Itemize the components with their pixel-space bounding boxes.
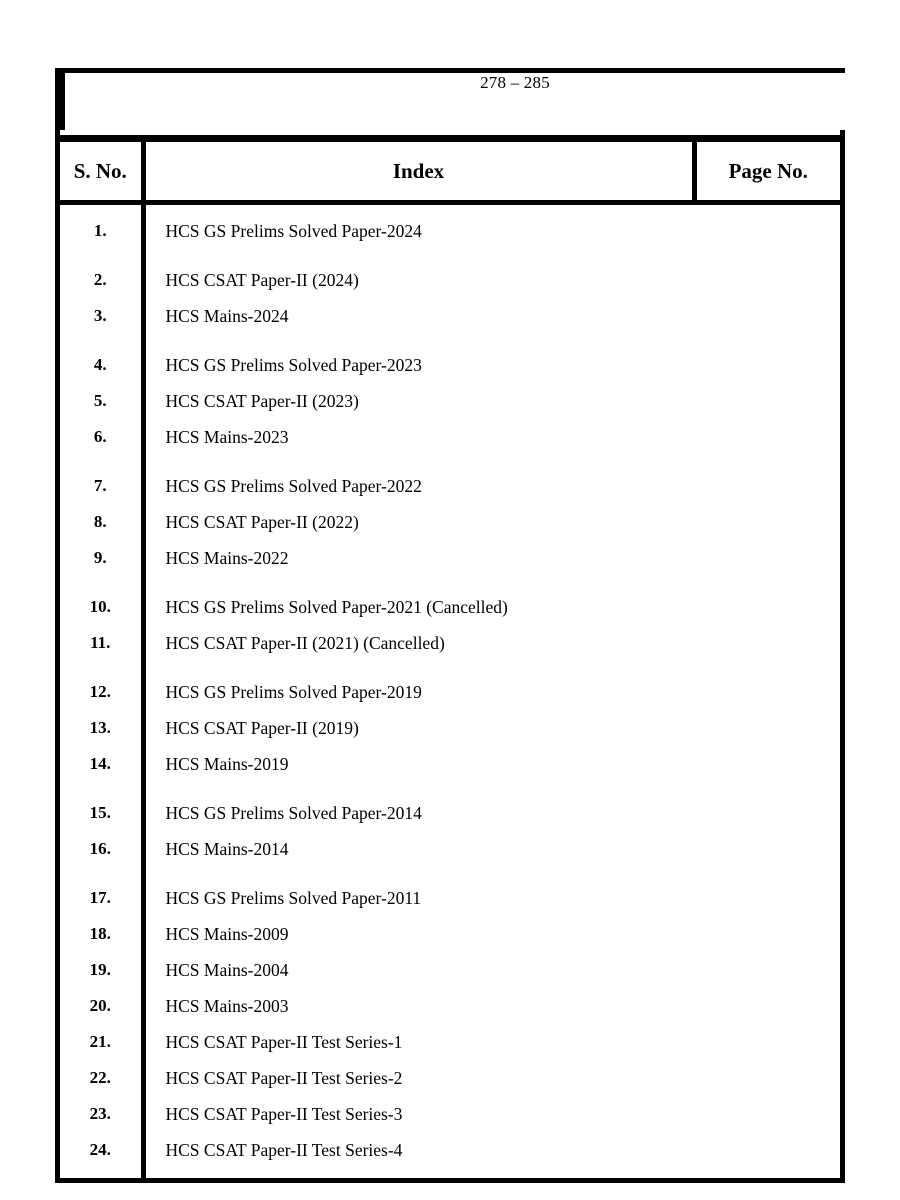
table-row[interactable]: 8.HCS CSAT Paper-II (2022)132 – 142	[60, 73, 900, 540]
cell-serial-number: 23.	[60, 1096, 146, 1132]
table-row[interactable]: 20.HCS Mains-2003251 – 253	[60, 73, 900, 1024]
cell-index-entry[interactable]: HCS Mains-2009	[143, 916, 694, 952]
table-row[interactable]: 9.HCS Mains-2022143 – 160	[60, 73, 900, 589]
table-row[interactable]: 4.HCS GS Prelims Solved Paper-202353 – 8…	[60, 73, 900, 383]
column-header-index: Index	[143, 142, 694, 205]
column-header-page-number: Page No.	[691, 142, 840, 205]
cell-serial-number: 7.	[60, 468, 146, 504]
cell-serial-number: 4.	[60, 347, 146, 383]
table-row[interactable]: 18.HCS Mains-2009243 – 246	[60, 73, 900, 952]
cell-serial-number: 11.	[60, 625, 146, 674]
cell-index-entry[interactable]: HCS Mains-2023	[143, 419, 694, 468]
cell-serial-number: 12.	[60, 674, 146, 710]
table-row[interactable]: 16.HCS Mains-2014229 – 232	[60, 73, 900, 880]
table-row[interactable]: 24. HCS CSAT Paper-II Test Series-4 278 – …	[60, 73, 900, 1178]
cell-serial-number: 14.	[60, 746, 146, 795]
table-row[interactable]: 22.HCS CSAT Paper-II Test Series-2262 – …	[60, 73, 900, 1096]
cell-index-entry[interactable]: HCS CSAT Paper-II (2021) (Cancelled)	[143, 625, 694, 674]
cell-serial-number: 19.	[60, 952, 146, 988]
cell-index-entry[interactable]: HCS CSAT Paper-II Test Series-2	[143, 1060, 694, 1096]
contents-table: S. No. Index Page No. 1. HCS GS Prelims S…	[60, 73, 900, 1178]
cell-index-entry[interactable]: HCS Mains-2003	[143, 988, 694, 1024]
cell-page-range: 278 – 285	[60, 73, 900, 119]
cell-serial-number: 10.	[60, 589, 146, 625]
cell-serial-number: 6.	[60, 419, 146, 468]
table-row[interactable]: 21.HCS CSAT Paper-II Test Series-1254 – …	[60, 73, 900, 1060]
cell-serial-number: 5.	[60, 383, 146, 419]
table-header-row: S. No. Index Page No.	[60, 142, 840, 205]
cell-serial-number: 8.	[60, 504, 146, 540]
cell-index-entry[interactable]: HCS CSAT Paper-II (2023)	[143, 383, 694, 419]
table-of-contents: Content S. No. Index Page No. 1.HCS GS P…	[55, 68, 900, 1183]
cell-index-entry[interactable]: HCS GS Prelims Solved Paper-2019	[143, 674, 694, 710]
cell-serial-number: 1.	[60, 202, 146, 262]
cell-serial-number: 2.	[60, 262, 146, 298]
table-row[interactable]: 15.HCS GS Prelims Solved Paper-2014217 –…	[60, 73, 900, 831]
cell-serial-number: 21.	[60, 1024, 146, 1060]
table-row[interactable]: 2.HCS CSAT Paper-II (2024)28 – 35	[60, 73, 900, 298]
table-row[interactable]: 19.HCS Mains-2004247 – 250	[60, 73, 900, 988]
table-body: 1.HCS GS Prelims Solved Paper-20241 – 27…	[60, 73, 900, 1178]
table-row[interactable]: 14.HCS Mains-2019200 – 216	[60, 73, 900, 795]
cell-index-entry[interactable]: HCS GS Prelims Solved Paper-2021 (Cancel…	[143, 589, 694, 625]
table-row[interactable]: 17.HCS GS Prelims Solved Paper-2011233 –…	[60, 73, 900, 916]
table-row[interactable]: 5.HCS CSAT Paper-II (2023)83 – 92	[60, 73, 900, 419]
column-header-serial-number: S. No.	[60, 142, 146, 205]
cell-index-entry[interactable]: HCS CSAT Paper-II Test Series-3	[143, 1096, 694, 1132]
cell-index-entry[interactable]: HCS CSAT Paper-II (2019)	[143, 710, 694, 746]
cell-index-entry[interactable]: HCS CSAT Paper-II (2022)	[143, 504, 694, 540]
cell-index-entry[interactable]: HCS Mains-2019	[143, 746, 694, 795]
cell-index-entry[interactable]: HCS GS Prelims Solved Paper-2023	[143, 347, 694, 383]
cell-serial-number: 3.	[60, 298, 146, 347]
cell-serial-number: 17.	[60, 880, 146, 916]
cell-serial-number: 18.	[60, 916, 146, 952]
table-head: S. No. Index Page No.	[60, 142, 840, 205]
table-row[interactable]: 13.HCS CSAT Paper-II (2019)194 – 199	[60, 73, 900, 746]
cell-serial-number: 16.	[60, 831, 146, 880]
cell-serial-number: 20.	[60, 988, 146, 1024]
table-row[interactable]: 7.HCS GS Prelims Solved Paper-2022110 – …	[60, 73, 900, 504]
cell-index-entry[interactable]: HCS Mains-2024	[143, 298, 694, 347]
cell-serial-number: 13.	[60, 710, 146, 746]
table-row[interactable]: 3.HCS Mains-202436 – 52	[60, 73, 900, 347]
table-row[interactable]: 12.HCS GS Prelims Solved Paper-2019183 –…	[60, 73, 900, 710]
table-row[interactable]: 10. HCS GS Prelims Solved Paper-2021 (Can…	[60, 73, 900, 625]
cell-serial-number: 9.	[60, 540, 146, 589]
cell-index-entry[interactable]: HCS GS Prelims Solved Paper-2014	[143, 795, 694, 831]
cell-index-entry[interactable]: HCS GS Prelims Solved Paper-2022	[143, 468, 694, 504]
cell-index-entry[interactable]: HCS Mains-2004	[143, 952, 694, 988]
cell-index-entry[interactable]: HCS GS Prelims Solved Paper-2024	[143, 202, 694, 262]
table-row[interactable]: 6.HCS Mains-202393 – 109	[60, 73, 900, 468]
cell-serial-number: 24.	[60, 1132, 146, 1178]
table-row[interactable]: 1.HCS GS Prelims Solved Paper-20241 – 27	[60, 73, 900, 262]
cell-index-entry[interactable]: HCS Mains-2022	[143, 540, 694, 589]
cell-index-entry[interactable]: HCS CSAT Paper-II Test Series-1	[143, 1024, 694, 1060]
cell-index-entry[interactable]: HCS GS Prelims Solved Paper-2011	[143, 880, 694, 916]
cell-index-entry[interactable]: HCS CSAT Paper-II (2024)	[143, 262, 694, 298]
table-row[interactable]: 23.HCS CSAT Paper-II Test Series-3271 – …	[60, 73, 900, 1132]
cell-index-entry[interactable]: HCS Mains-2014	[143, 831, 694, 880]
cell-serial-number: 15.	[60, 795, 146, 831]
table-row[interactable]: 11.HCS CSAT Paper-II (2021) (Cancelled)1…	[60, 73, 900, 674]
cell-index-entry[interactable]: HCS CSAT Paper-II Test Series-4	[143, 1132, 694, 1178]
cell-serial-number: 22.	[60, 1060, 146, 1096]
